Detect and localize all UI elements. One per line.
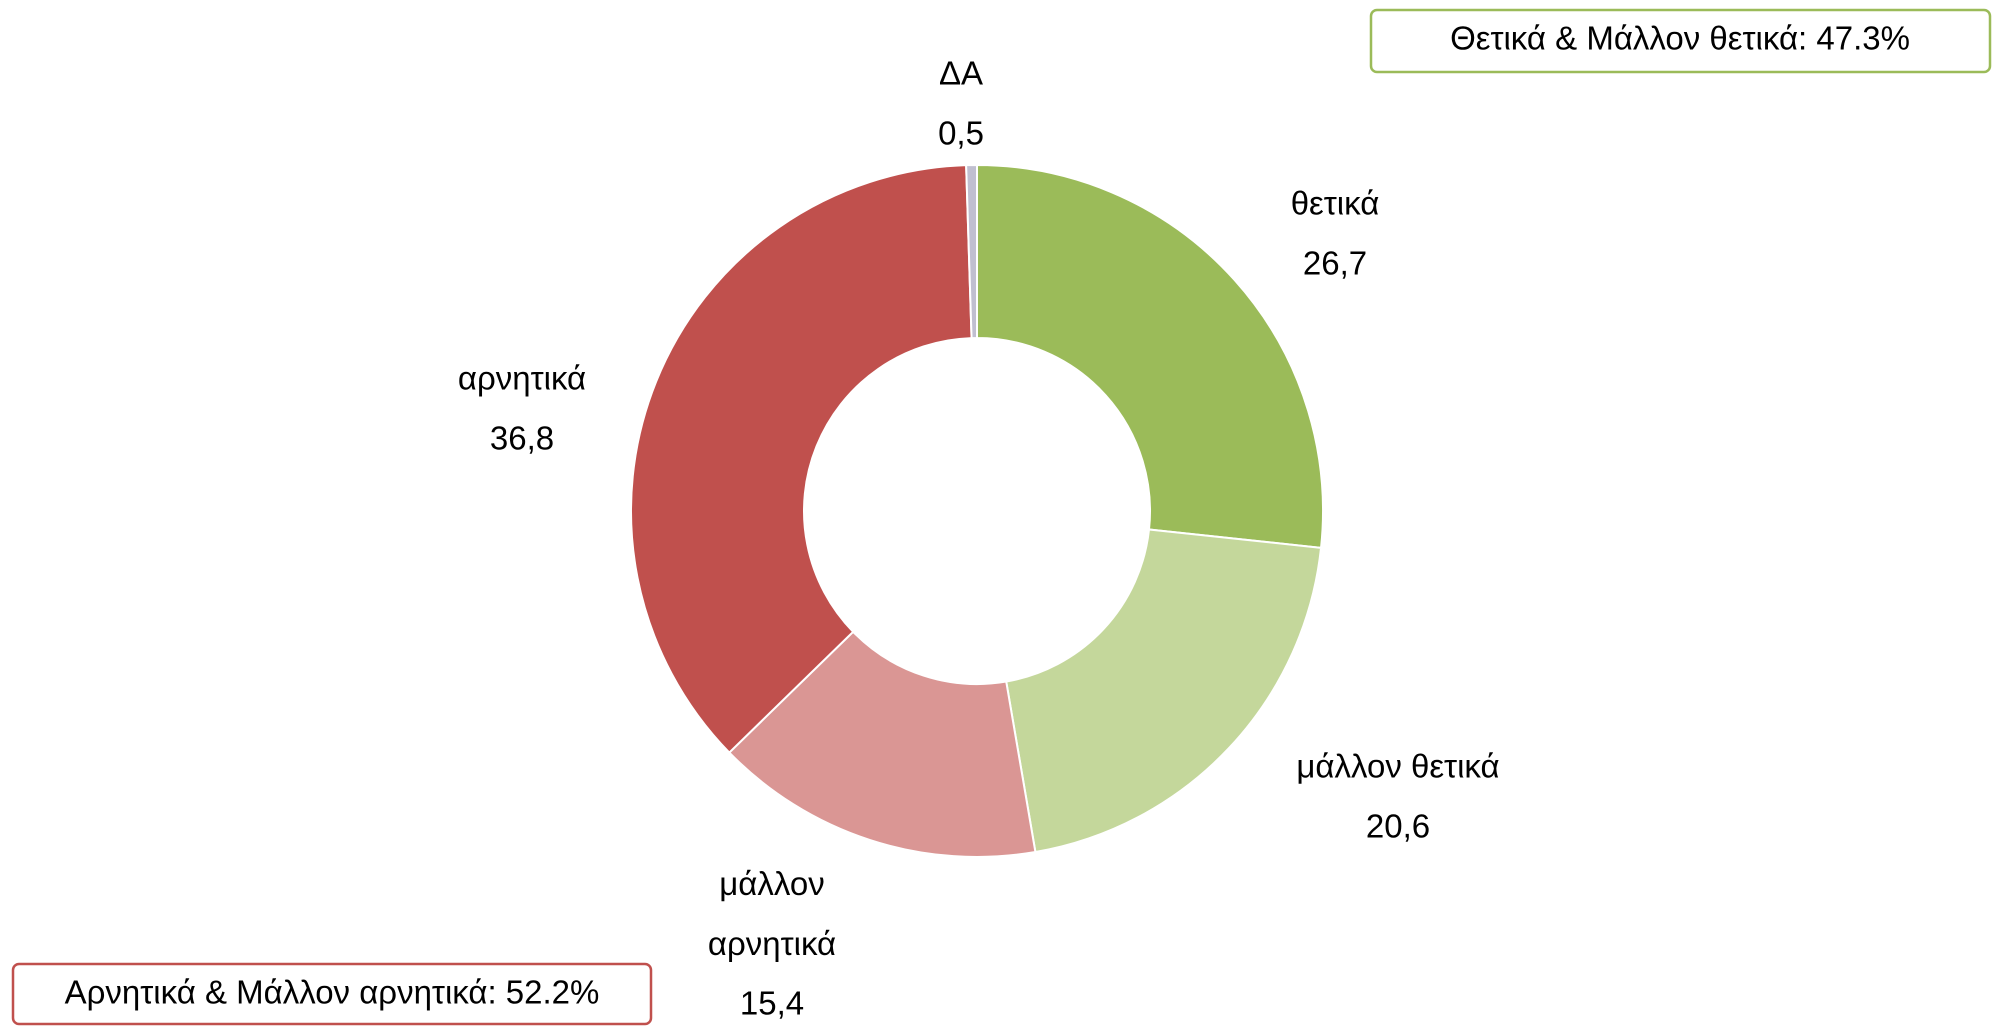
category-label: αρνητικά	[458, 360, 586, 397]
annotation-box	[1369, 8, 1992, 74]
data-label: 15,4	[740, 985, 804, 1022]
donut-segment	[1005, 528, 1323, 854]
category-label: μάλλον θετικά	[1296, 748, 1499, 785]
donut-segment	[976, 163, 1324, 549]
data-label: 26,7	[1303, 245, 1367, 282]
donut-segment	[965, 163, 978, 340]
category-label: μάλλον αρνητικά	[708, 865, 836, 962]
annotation-box	[11, 962, 653, 1026]
data-label: 20,6	[1366, 808, 1430, 845]
annotation: Αρνητικά & Μάλλον αρνητικά: 52.2%	[65, 974, 600, 1011]
data-label: 36,8	[490, 420, 554, 457]
donut-segment	[630, 164, 973, 754]
annotation: Θετικά & Μάλλον θετικά: 47.3%	[1450, 20, 1910, 57]
data-label: 0,5	[938, 115, 984, 152]
category-label: θετικά	[1291, 185, 1380, 222]
category-label: ΔΑ	[939, 55, 983, 92]
donut-segment	[727, 630, 1037, 858]
